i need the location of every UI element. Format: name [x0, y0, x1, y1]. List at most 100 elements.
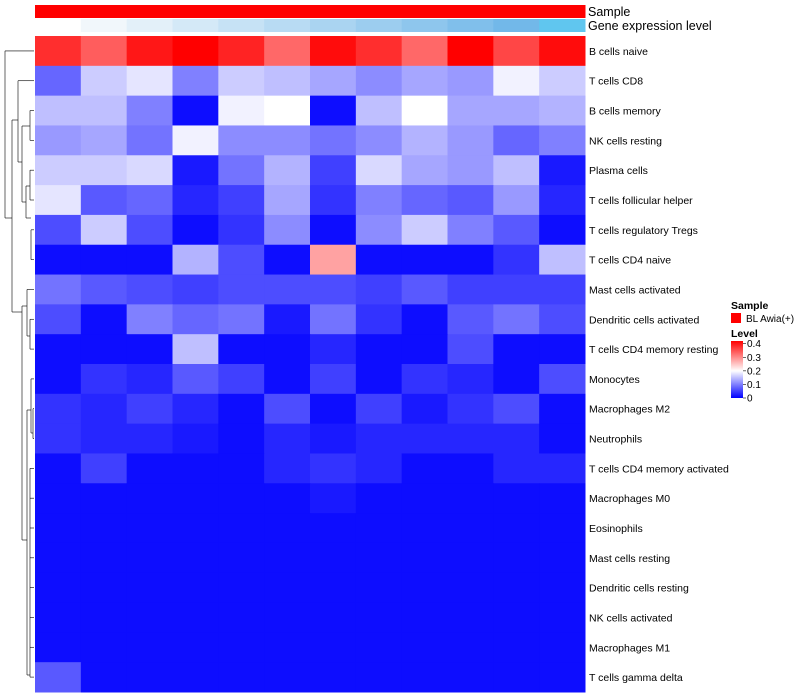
- heatmap-cell: [80, 334, 128, 365]
- annotation-cell: [493, 19, 540, 32]
- heatmap-cell: [35, 214, 82, 246]
- heatmap-cell: [447, 214, 494, 246]
- heatmap-cell: [355, 364, 403, 395]
- heatmap-cell: [355, 334, 403, 365]
- heatmap-cell: [493, 572, 540, 604]
- heatmap-cell: [172, 572, 219, 604]
- heatmap-cell: [539, 214, 586, 246]
- heatmap-cell: [493, 364, 540, 395]
- annotation-cell: [35, 19, 82, 32]
- heatmap-cell: [126, 662, 173, 693]
- heatmap-cell: [80, 364, 128, 395]
- heatmap-cell: [493, 334, 540, 365]
- heatmap-cell: [80, 304, 128, 335]
- legend-sample-key: [731, 313, 741, 323]
- heatmap-cell: [447, 364, 494, 395]
- heatmap-cell: [539, 393, 586, 425]
- heatmap-cell: [172, 274, 219, 305]
- heatmap-cell: [355, 274, 403, 305]
- heatmap-cell: [355, 483, 403, 514]
- heatmap-cell: [493, 542, 540, 574]
- heatmap-cell: [264, 513, 311, 544]
- annotation-cell: [447, 19, 494, 32]
- heatmap-cell: [401, 185, 448, 216]
- heatmap-cell: [264, 334, 311, 365]
- heatmap-cell: [401, 125, 448, 156]
- heatmap-cell: [539, 364, 586, 395]
- heatmap-cell: [355, 36, 403, 67]
- legend-tick-label: 0: [747, 394, 753, 405]
- heatmap-cell: [35, 453, 82, 484]
- heatmap-cell: [493, 662, 540, 693]
- heatmap-cell: [401, 393, 448, 425]
- heatmap-cell: [355, 602, 403, 633]
- heatmap-cell: [493, 632, 540, 663]
- heatmap-cell: [355, 155, 403, 186]
- heatmap-cell: [126, 632, 173, 663]
- heatmap-cell: [126, 542, 173, 574]
- heatmap-cell: [310, 572, 357, 604]
- row-label: T cells CD8: [589, 76, 643, 88]
- heatmap-cell: [539, 304, 586, 335]
- heatmap-cell: [310, 125, 357, 156]
- heatmap-cell: [264, 244, 311, 276]
- heatmap-cell: [172, 542, 219, 574]
- heatmap-cell: [310, 65, 357, 97]
- heatmap-cell: [172, 483, 219, 514]
- legend-level-title: Level: [731, 328, 758, 340]
- heatmap-cell: [218, 483, 265, 514]
- heatmap-cell: [35, 274, 82, 305]
- heatmap-cell: [126, 453, 173, 484]
- legend-sample-title: Sample: [731, 300, 769, 312]
- heatmap-cell: [126, 513, 173, 544]
- heatmap-cell: [264, 214, 311, 246]
- heatmap-cell: [264, 274, 311, 305]
- heatmap-cell: [218, 602, 265, 633]
- heatmap-cell: [355, 662, 403, 693]
- annotation-cell: [401, 5, 448, 18]
- heatmap-cell: [539, 95, 586, 126]
- heatmap-cell: [401, 453, 448, 484]
- heatmap-cell: [539, 185, 586, 216]
- heatmap-cell: [310, 423, 357, 454]
- heatmap-cell: [310, 513, 357, 544]
- heatmap-cell: [355, 214, 403, 246]
- heatmap-cell: [310, 453, 357, 484]
- heatmap-cell: [126, 274, 173, 305]
- heatmap-cell: [310, 334, 357, 365]
- heatmap-cell: [447, 513, 494, 544]
- heatmap-cell: [35, 662, 82, 693]
- heatmap-cell: [80, 602, 128, 633]
- heatmap-cell: [80, 95, 128, 126]
- heatmap-cell: [355, 125, 403, 156]
- heatmap-cell: [493, 602, 540, 633]
- annotation-cell: [126, 5, 173, 18]
- heatmap-cells: [35, 36, 586, 693]
- heatmap-cell: [126, 304, 173, 335]
- annotation-cell: [539, 5, 586, 18]
- heatmap-cell: [539, 662, 586, 693]
- heatmap-cell: [401, 632, 448, 663]
- annotation-cell: [355, 5, 403, 18]
- annotation-cell: [35, 5, 82, 18]
- annotation-label: Gene expression level: [588, 19, 712, 33]
- heatmap-cell: [493, 155, 540, 186]
- row-label: Mast cells resting: [589, 553, 670, 565]
- heatmap-cell: [447, 155, 494, 186]
- heatmap-cell: [539, 274, 586, 305]
- heatmap-cell: [172, 513, 219, 544]
- annotation-cell: [218, 19, 265, 32]
- annotation-cell: [218, 5, 265, 18]
- heatmap-cell: [218, 423, 265, 454]
- legend-sample-entry: BL Awia(+): [746, 314, 794, 325]
- heatmap-cell: [401, 274, 448, 305]
- legend-level-colorbar: [731, 341, 743, 398]
- heatmap-cell: [310, 662, 357, 693]
- heatmap-cell: [355, 423, 403, 454]
- legend-tick-label: 0.3: [747, 353, 761, 364]
- heatmap-cell: [493, 244, 540, 276]
- heatmap-cell: [80, 125, 128, 156]
- heatmap-cell: [172, 214, 219, 246]
- heatmap-cell: [218, 155, 265, 186]
- legend-tick-label: 0.2: [747, 366, 761, 377]
